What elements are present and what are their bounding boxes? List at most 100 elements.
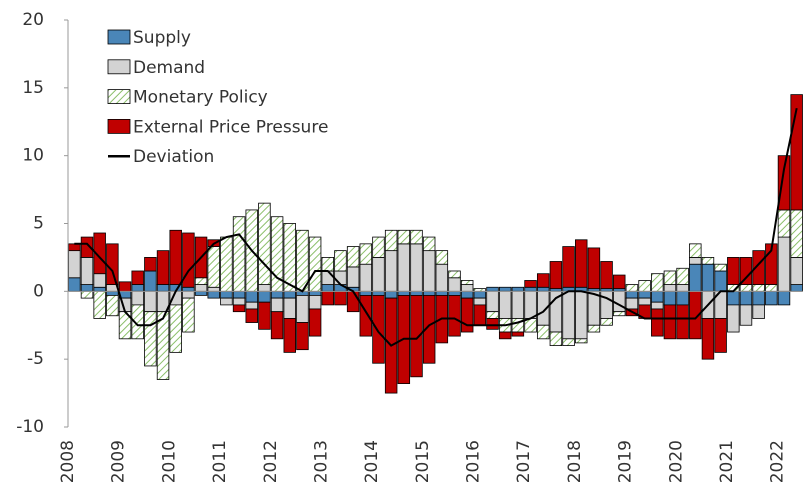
bar-segment bbox=[689, 243, 702, 258]
bar-segment bbox=[182, 232, 195, 288]
bar-segment bbox=[752, 284, 765, 292]
x-tick-label: 2014 bbox=[362, 440, 382, 483]
legend-key bbox=[107, 29, 131, 45]
bar-segment bbox=[308, 308, 322, 337]
bar-segment bbox=[308, 236, 322, 292]
bar-segment bbox=[524, 286, 537, 292]
bar-segment bbox=[727, 290, 740, 306]
bar-segment bbox=[334, 270, 347, 285]
bar-segment bbox=[460, 284, 474, 292]
bar-segment bbox=[283, 290, 296, 299]
bar-segment bbox=[245, 301, 258, 310]
x-tick-label: 2009 bbox=[109, 440, 129, 483]
bar-segment bbox=[410, 243, 423, 292]
bar-segment bbox=[144, 257, 157, 272]
x-tick-label: 2011 bbox=[210, 440, 230, 483]
bar-segment bbox=[727, 304, 740, 333]
bar-segment bbox=[663, 284, 677, 292]
bar-segment bbox=[511, 286, 525, 292]
bar-segment bbox=[144, 270, 157, 292]
x-tick-label: 2016 bbox=[464, 440, 484, 483]
y-tick-label: -10 bbox=[16, 417, 44, 437]
legend-label: Demand bbox=[133, 58, 205, 78]
bar-segment bbox=[752, 250, 765, 285]
y-tick-label: 15 bbox=[22, 78, 44, 98]
bar-segment bbox=[524, 280, 537, 288]
bar-segment bbox=[448, 277, 461, 292]
bar-segment bbox=[739, 257, 753, 285]
bar-segment bbox=[68, 250, 81, 279]
bar-segment bbox=[296, 295, 309, 323]
bar-segment bbox=[372, 236, 385, 258]
bar-segment bbox=[359, 243, 373, 265]
bar-segment bbox=[106, 290, 119, 296]
bar-segment bbox=[232, 216, 246, 292]
bar-segment bbox=[321, 257, 335, 272]
bar-segment bbox=[790, 257, 803, 285]
y-tick-label: -5 bbox=[27, 349, 44, 369]
bar-segment bbox=[80, 284, 94, 292]
legend-key bbox=[107, 59, 131, 75]
bar-segment bbox=[296, 229, 309, 292]
bar-segment bbox=[651, 290, 664, 303]
bar-segment bbox=[68, 243, 81, 252]
bar-segment bbox=[638, 280, 651, 292]
bar-segment bbox=[777, 236, 791, 292]
bar-segment bbox=[739, 290, 753, 306]
bar-segment bbox=[359, 290, 373, 296]
bar-segment bbox=[245, 290, 258, 303]
bar-segment bbox=[473, 297, 487, 306]
bar-segment bbox=[220, 236, 233, 292]
bar-segment bbox=[498, 290, 512, 319]
y-tick-label: 0 bbox=[33, 281, 44, 301]
bar-segment bbox=[701, 263, 715, 292]
deviation-line bbox=[74, 107, 798, 347]
bar-segment bbox=[752, 304, 765, 319]
bar-segment bbox=[169, 304, 182, 353]
bar-segment bbox=[258, 202, 271, 285]
bar-segment bbox=[448, 290, 461, 296]
bar-segment bbox=[498, 331, 512, 340]
bar-segment bbox=[524, 290, 537, 319]
bar-segment bbox=[739, 284, 753, 292]
bar-segment bbox=[473, 304, 487, 326]
bar-segment bbox=[156, 250, 170, 285]
bar-segment bbox=[638, 290, 651, 299]
bar-segment bbox=[334, 250, 347, 272]
bar-segment bbox=[422, 295, 436, 364]
bar-segment bbox=[131, 304, 144, 340]
bar-segment bbox=[587, 290, 601, 326]
bar-segment bbox=[410, 290, 423, 296]
bar-segment bbox=[625, 290, 639, 299]
bar-segment bbox=[207, 246, 220, 288]
bar-segment bbox=[460, 280, 474, 285]
bar-segment bbox=[384, 229, 398, 252]
bar-segment bbox=[410, 295, 423, 378]
bar-segment bbox=[270, 311, 284, 340]
bar-segment bbox=[106, 295, 119, 317]
bar-segment bbox=[144, 290, 157, 313]
bar-segment bbox=[194, 284, 208, 292]
bar-segment bbox=[676, 284, 689, 292]
bar-segment bbox=[613, 274, 626, 290]
bar-segment bbox=[435, 290, 449, 296]
bar-segment bbox=[283, 318, 296, 353]
bar-segment bbox=[676, 290, 689, 306]
bar-segment bbox=[346, 290, 360, 313]
bar-segment bbox=[714, 318, 727, 353]
bar-segment bbox=[397, 290, 411, 296]
bar-segment bbox=[714, 263, 727, 272]
bar-segment bbox=[80, 236, 94, 258]
bar-segment bbox=[156, 311, 170, 380]
bar-segment bbox=[296, 322, 309, 351]
bar-segment bbox=[334, 290, 347, 306]
bar-segment bbox=[777, 290, 791, 306]
bar-segment bbox=[460, 290, 474, 299]
bar-segment bbox=[359, 263, 373, 292]
bar-segment bbox=[80, 290, 94, 299]
bar-segment bbox=[118, 281, 132, 292]
bar-segment bbox=[422, 290, 436, 296]
bar-segment bbox=[549, 331, 563, 346]
bar-segment bbox=[600, 290, 613, 319]
bar-segment bbox=[270, 297, 284, 313]
